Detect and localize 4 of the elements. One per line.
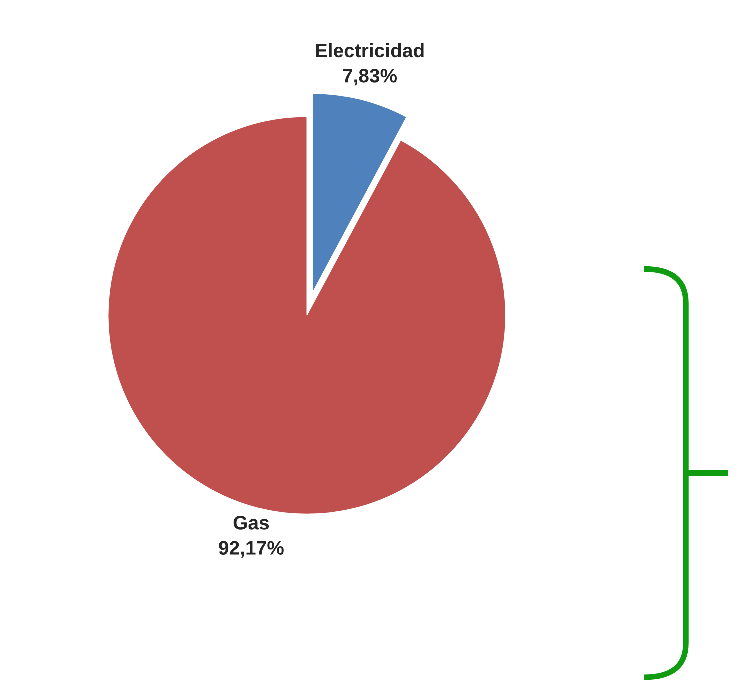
slice-label: Gas [234, 516, 270, 530]
data-label: 7,83% [343, 69, 398, 86]
slice-label: Electricidad [316, 43, 424, 58]
data-label: 92,17% [219, 541, 284, 558]
